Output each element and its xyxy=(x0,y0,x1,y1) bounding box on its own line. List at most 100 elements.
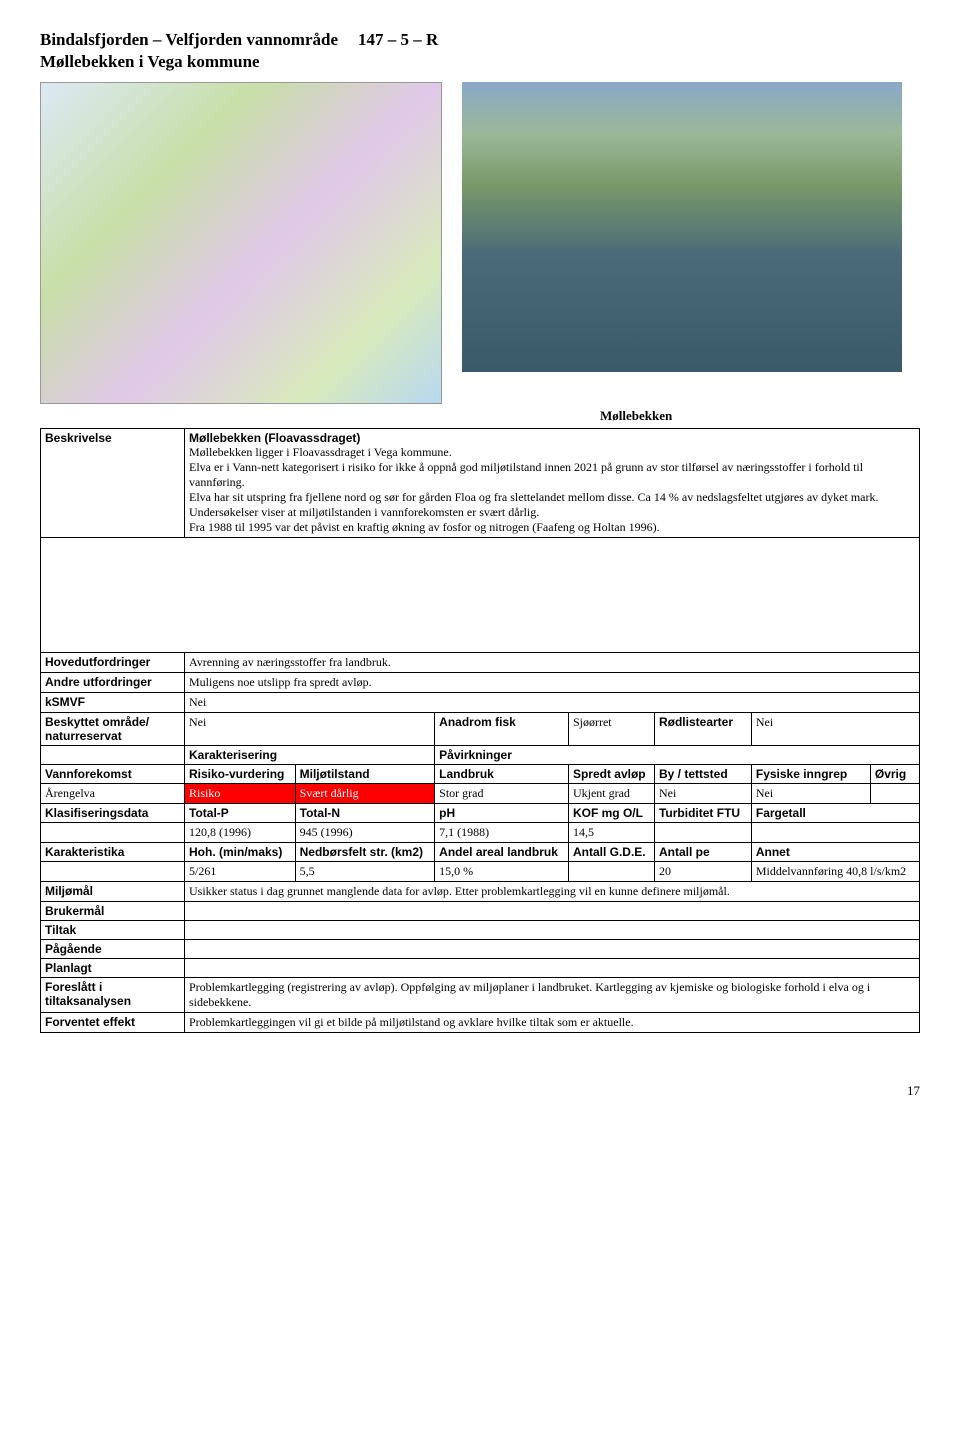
desc-p5: Fra 1988 til 1995 var det påvist en kraf… xyxy=(189,520,915,535)
karv-gde xyxy=(568,862,654,882)
kar-andel: Andel areal landbruk xyxy=(435,843,569,862)
desc-p1: Møllebekken ligger i Floavassdraget i Ve… xyxy=(189,445,915,460)
header-code: 147 – 5 – R xyxy=(358,30,438,50)
info-table: Beskrivelse Møllebekken (Floavassdraget)… xyxy=(40,428,920,1033)
tiltak-row: Tiltak xyxy=(41,921,920,940)
forventet-val: Problemkartleggingen vil gi et bilde på … xyxy=(185,1013,920,1033)
vannforekomst-label: Vannforekomst xyxy=(41,765,185,784)
klasval-ph: 7,1 (1988) xyxy=(435,823,569,843)
arengelva-ovrig xyxy=(870,784,919,804)
foreslatt-row: Foreslått i tiltaksanalysen Problemkartl… xyxy=(41,978,920,1013)
ksmvf-row: kSMVF Nei xyxy=(41,693,920,713)
brukermal-row: Brukermål xyxy=(41,902,920,921)
foreslatt-val: Problemkartlegging (registrering av avlø… xyxy=(185,978,920,1013)
desc-content: Møllebekken (Floavassdraget) Møllebekken… xyxy=(185,429,920,538)
header-subtitle: Møllebekken i Vega kommune xyxy=(40,52,920,72)
klasval-tp: 120,8 (1996) xyxy=(185,823,296,843)
rodliste-label: Rødlistearter xyxy=(654,713,751,746)
ksmvf-label: kSMVF xyxy=(41,693,185,713)
hovedutfordringer-label: Hovedutfordringer xyxy=(41,653,185,673)
arengelva-row: Årengelva Risiko Svært dårlig Stor grad … xyxy=(41,784,920,804)
andre-val: Muligens noe utslipp fra spredt avløp. xyxy=(185,673,920,693)
karv-pe: 20 xyxy=(654,862,751,882)
vannforekomst-header-row: Vannforekomst Risiko-vurdering Miljøtils… xyxy=(41,765,920,784)
kar-hoh: Hoh. (min/maks) xyxy=(185,843,296,862)
pagaende-val xyxy=(185,940,920,959)
klasval-turb xyxy=(654,823,751,843)
pagaende-row: Pågående xyxy=(41,940,920,959)
miljomal-row: Miljømål Usikker status i dag grunnet ma… xyxy=(41,882,920,902)
andre-label: Andre utfordringer xyxy=(41,673,185,693)
klasval-farge xyxy=(751,823,919,843)
planlagt-row: Planlagt xyxy=(41,959,920,978)
pagaende-label: Pågående xyxy=(41,940,185,959)
brukermal-val xyxy=(185,902,920,921)
spredt-h: Spredt avløp xyxy=(568,765,654,784)
photo-image xyxy=(462,82,902,372)
foreslatt-label: Foreslått i tiltaksanalysen xyxy=(41,978,185,1013)
fysiske-h: Fysiske inngrep xyxy=(751,765,870,784)
pavirkninger-header: Påvirkninger xyxy=(435,746,920,765)
desc-source: Møllebekken (Floavassdraget) xyxy=(189,431,915,445)
miljo-h: Miljøtilstand xyxy=(295,765,435,784)
karv-annet: Middelvannføring 40,8 l/s/km2 xyxy=(751,862,919,882)
karakter-header-row: Karakteristika Hoh. (min/maks) Nedbørsfe… xyxy=(41,843,920,862)
karv-hoh: 5/261 xyxy=(185,862,296,882)
klas-kof: KOF mg O/L xyxy=(568,804,654,823)
page-number: 17 xyxy=(40,1083,920,1099)
by-h: By / tettsted xyxy=(654,765,751,784)
andre-row: Andre utfordringer Muligens noe utslipp … xyxy=(41,673,920,693)
arengelva-by: Nei xyxy=(654,784,751,804)
beskyttet-label: Beskyttet område/ naturreservat xyxy=(41,713,185,746)
planlagt-label: Planlagt xyxy=(41,959,185,978)
karakter-label: Karakteristika xyxy=(41,843,185,862)
hovedutfordringer-val: Avrenning av næringsstoffer fra landbruk… xyxy=(185,653,920,673)
brukermal-label: Brukermål xyxy=(41,902,185,921)
klasdata-vals-row: 120,8 (1996) 945 (1996) 7,1 (1988) 14,5 xyxy=(41,823,920,843)
desc-p4: Undersøkelser viser at miljøtilstanden i… xyxy=(189,505,915,520)
karv-nedb: 5,5 xyxy=(295,862,435,882)
risiko-h: Risiko-vurdering xyxy=(185,765,296,784)
desc-row: Beskrivelse Møllebekken (Floavassdraget)… xyxy=(41,429,920,538)
header-title: Bindalsfjorden – Velfjorden vannområde xyxy=(40,30,338,50)
arengelva-miljo: Svært dårlig xyxy=(295,784,435,804)
arengelva-landbruk: Stor grad xyxy=(435,784,569,804)
tiltak-val xyxy=(185,921,920,940)
klas-tp: Total-P xyxy=(185,804,296,823)
kar-gde: Antall G.D.E. xyxy=(568,843,654,862)
desc-label: Beskrivelse xyxy=(41,429,185,538)
beskyttet-val: Nei xyxy=(185,713,435,746)
karakter-vals-row: 5/261 5,5 15,0 % 20 Middelvannføring 40,… xyxy=(41,862,920,882)
rodliste-val: Nei xyxy=(751,713,919,746)
planlagt-val xyxy=(185,959,920,978)
anadrom-label: Anadrom fisk xyxy=(435,713,569,746)
map-image xyxy=(40,82,442,404)
ovrig-h: Øvrig xyxy=(870,765,919,784)
klasdata-label: Klasifiseringsdata xyxy=(41,804,185,823)
arengelva-label: Årengelva xyxy=(41,784,185,804)
landbruk-h: Landbruk xyxy=(435,765,569,784)
miljomal-val: Usikker status i dag grunnet manglende d… xyxy=(185,882,920,902)
ksmvf-val: Nei xyxy=(185,693,920,713)
section-headers-row: Karakterisering Påvirkninger xyxy=(41,746,920,765)
forventet-row: Forventet effekt Problemkartleggingen vi… xyxy=(41,1013,920,1033)
kar-annet: Annet xyxy=(751,843,919,862)
spacer-row xyxy=(41,538,920,653)
kar-nedb: Nedbørsfelt str. (km2) xyxy=(295,843,435,862)
page-header: Bindalsfjorden – Velfjorden vannområde 1… xyxy=(40,30,920,50)
image-row xyxy=(40,82,920,404)
klasval-kof: 14,5 xyxy=(568,823,654,843)
klas-ph: pH xyxy=(435,804,569,823)
kar-pe: Antall pe xyxy=(654,843,751,862)
hovedutfordringer-row: Hovedutfordringer Avrenning av næringsst… xyxy=(41,653,920,673)
miljomal-label: Miljømål xyxy=(41,882,185,902)
beskyttet-row: Beskyttet område/ naturreservat Nei Anad… xyxy=(41,713,920,746)
karakterisering-header: Karakterisering xyxy=(185,746,435,765)
klasval-tn: 945 (1996) xyxy=(295,823,435,843)
desc-p2: Elva er i Vann-nett kategorisert i risik… xyxy=(189,460,915,490)
arengelva-risiko: Risiko xyxy=(185,784,296,804)
anadrom-val: Sjøørret xyxy=(568,713,654,746)
klas-tn: Total-N xyxy=(295,804,435,823)
desc-p3: Elva har sit utspring fra fjellene nord … xyxy=(189,490,915,505)
klas-farge: Fargetall xyxy=(751,804,919,823)
